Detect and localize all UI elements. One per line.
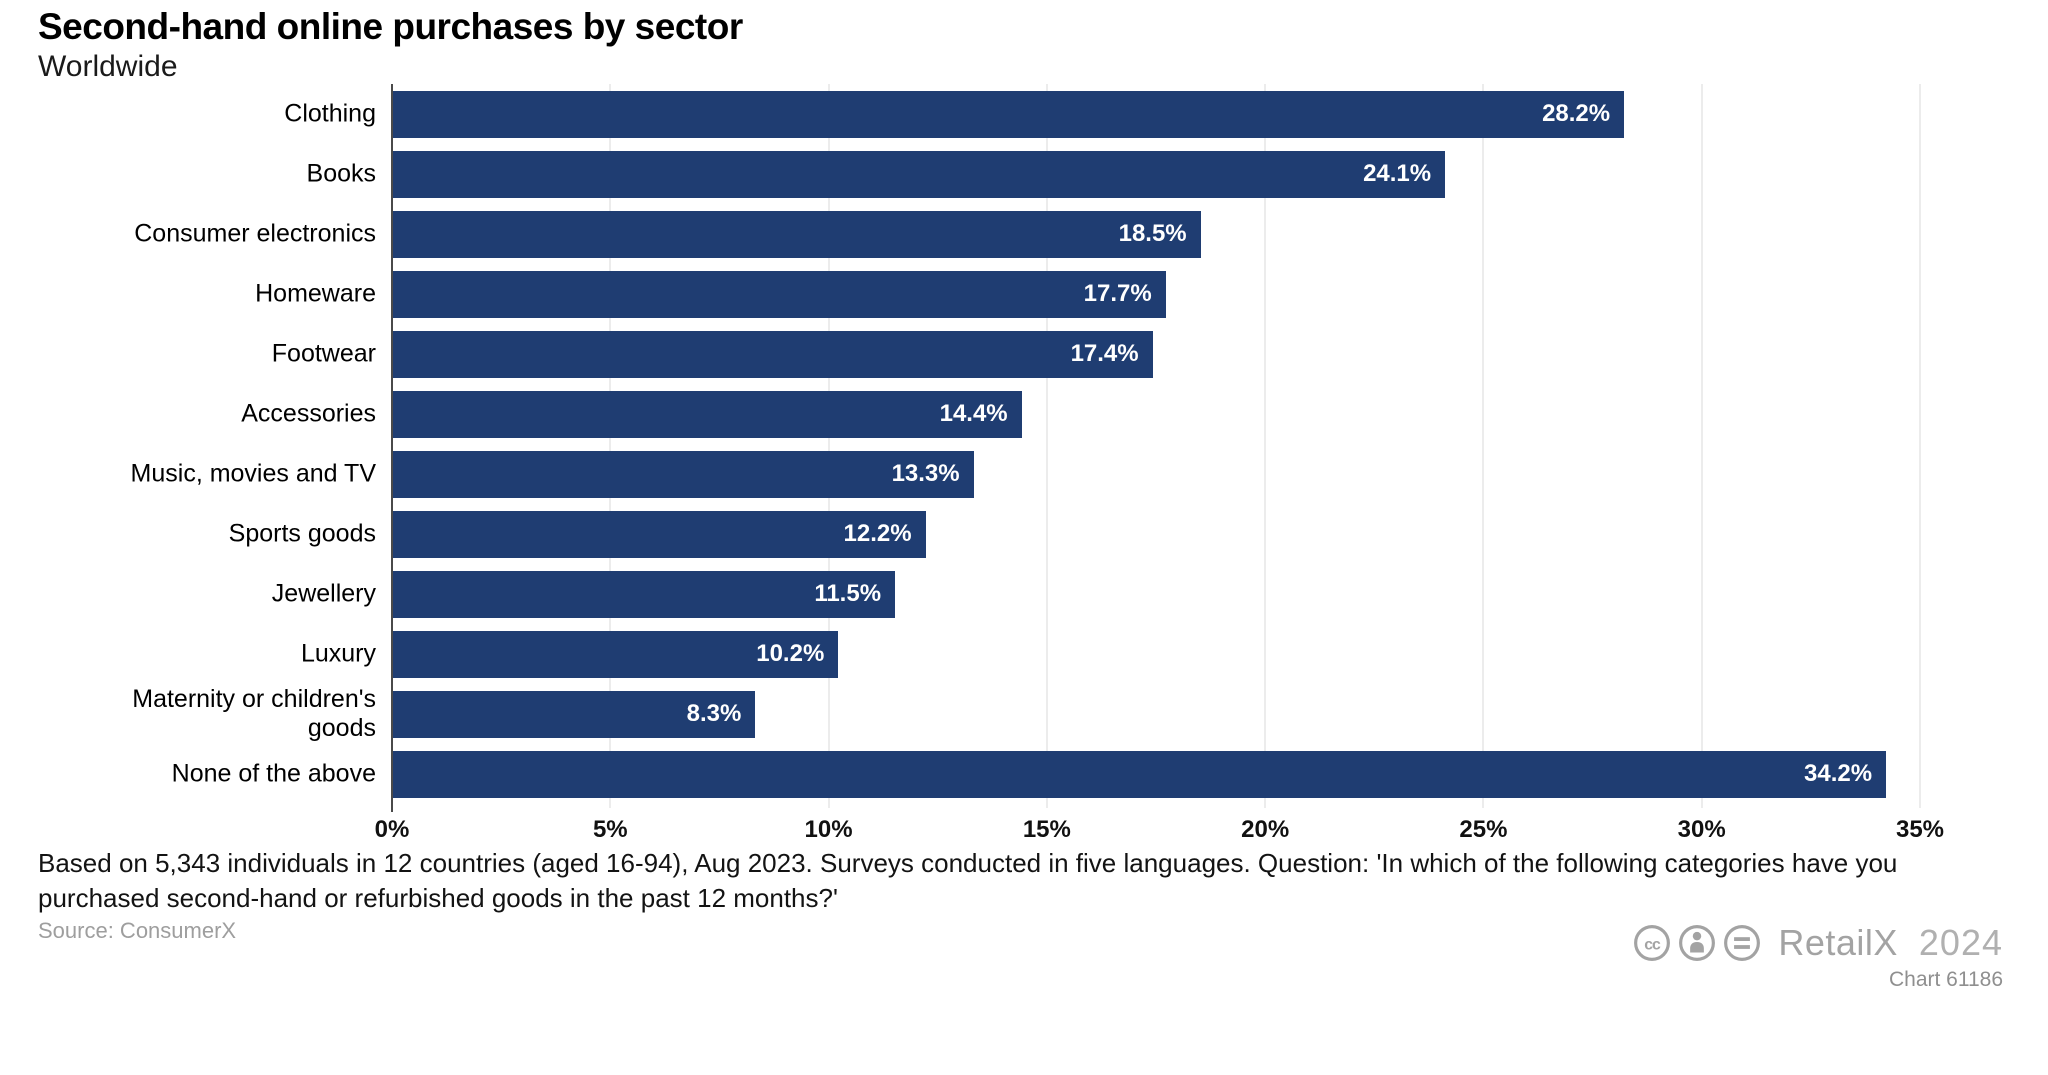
plot-area: 0% 5% 10% 15% 20% 25% 30% 35% [375,84,1944,843]
category-label: Luxury [300,639,376,668]
category-label: Accessories [241,399,376,428]
brand-name: RetailX [1778,922,1898,963]
bar: 13.3% [393,450,974,498]
bar-value-label: 10.2% [756,640,825,667]
category-axis: Clothing Books Consumer electronics Homewar… [84,84,384,804]
bar: 28.2% [393,90,1625,138]
bar-value-label: 17.4% [1070,340,1139,367]
gridline [1482,84,1485,808]
bar-series: 28.2% 24.1% 18.5% 17.7% 17.4% 14.4% 13.3% 12.2%… [392,84,1920,804]
bar: 8.3% [393,690,756,738]
cc-icon: cc [1634,925,1671,961]
x-tick-label: 25% [1459,816,1508,843]
bar: 10.2% [393,630,839,678]
bar-value-label: 14.4% [939,400,1008,427]
x-tick-label: 35% [1895,816,1945,843]
category-label: Maternity or children's goods [132,685,376,742]
category-label: None of the above [171,759,376,788]
bar-value-label: 11.5% [814,580,882,607]
bar: 12.2% [393,510,926,558]
x-tick-label: 10% [804,816,853,843]
bar-value-label: 12.2% [843,520,912,547]
bar: 11.5% [393,570,896,618]
branding: cc RetailX 2024 [1633,922,2003,964]
chart-title: Second-hand online purchases by sector [38,6,743,47]
gridline [609,84,612,808]
bar: 17.7% [393,270,1166,318]
brand-year: 2024 [1918,922,2003,963]
bar: 18.5% [393,210,1201,258]
x-tick-label: 15% [1022,816,1071,843]
x-tick-label: 5% [592,816,628,843]
bar-value-label: 34.2% [1804,760,1873,787]
bar-value-label: 24.1% [1363,160,1432,187]
chart-id: Chart 61186 [1888,968,2003,991]
bar-value-label: 13.3% [891,460,960,487]
category-label: Consumer electronics [134,219,376,248]
category-label: Music, movies and TV [130,459,376,488]
source-note: Source: ConsumerX [38,918,237,943]
attribution-person-icon [1679,925,1716,961]
category-label: Jewellery [271,579,376,608]
category-label: Footwear [271,339,376,368]
gridline [827,84,830,808]
x-tick-label: 30% [1677,816,1726,843]
y-axis-line [391,84,393,812]
gridline [1264,84,1267,808]
svg-text:cc: cc [1645,936,1662,953]
category-label: Sports goods [228,519,376,548]
equals-icon [1724,925,1761,961]
bar: 34.2% [393,750,1887,798]
gridline [1919,84,1921,808]
bar-value-label: 8.3% [686,700,742,727]
bar-value-label: 17.7% [1083,280,1152,307]
gridline [1700,84,1703,808]
category-label: Homeware [255,279,376,308]
chart-footnote: Based on 5,343 individuals in 12 countri… [38,848,1898,913]
chart-subtitle: Worldwide [38,50,178,83]
bar: 24.1% [393,150,1446,198]
bar-value-label: 18.5% [1118,220,1187,247]
bar: 17.4% [393,330,1153,378]
gridline [1045,84,1048,808]
x-tick-label: 0% [374,816,410,843]
bar-value-label: 28.2% [1542,100,1611,127]
bar: 14.4% [393,390,1022,438]
x-tick-label: 20% [1241,816,1290,843]
category-label: Clothing [284,99,376,128]
category-label: Books [306,159,376,188]
